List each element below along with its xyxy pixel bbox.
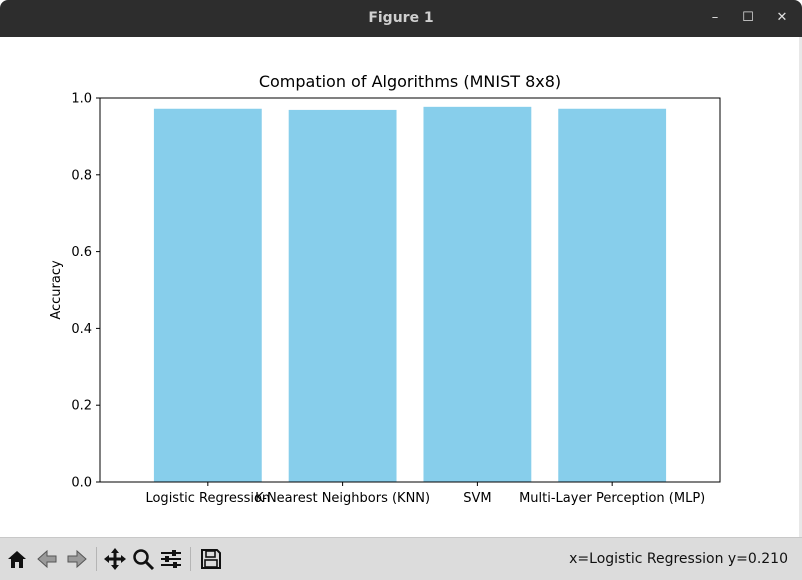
home-button[interactable] [4, 546, 30, 572]
window-edge [799, 37, 802, 537]
y-tick-label: 0.2 [71, 399, 92, 414]
back-button[interactable] [34, 546, 60, 572]
plot-frame [99, 97, 721, 483]
x-tick-label: Multi-Layer Perception (MLP) [519, 491, 705, 506]
chart-title: Compation of Algorithms (MNIST 8x8) [259, 72, 561, 91]
forward-button[interactable] [64, 546, 90, 572]
save-button[interactable] [198, 546, 224, 572]
back-arrow-icon [37, 549, 57, 569]
y-axis-label: Accuracy [49, 260, 64, 320]
zoom-button[interactable] [130, 546, 156, 572]
y-tick-label: 0.0 [71, 476, 92, 491]
home-icon [8, 551, 26, 568]
x-tick-label: K-Nearest Neighbors (KNN) [255, 491, 430, 506]
y-tick-label: 0.6 [71, 245, 92, 260]
save-icon [201, 549, 221, 569]
zoom-icon [133, 549, 155, 571]
window-title: Figure 1 [368, 10, 434, 26]
pan-button[interactable] [102, 546, 128, 572]
toolbar-separator [96, 547, 97, 571]
y-tick-label: 0.4 [71, 322, 92, 337]
figure-canvas[interactable]: Logistic Regression K-Nearest Neighbors (… [0, 37, 802, 537]
bar [423, 106, 532, 482]
bar [288, 109, 397, 483]
maximize-button[interactable]: ☐ [742, 10, 754, 25]
configure-subplots-button[interactable] [158, 546, 184, 572]
toolbar-separator [190, 547, 191, 571]
bar [153, 108, 262, 482]
x-tick-label: SVM [463, 491, 491, 506]
navigation-toolbar: x=Logistic Regression y=0.210 [0, 537, 802, 580]
cursor-coordinates-readout: x=Logistic Regression y=0.210 [569, 551, 788, 567]
minimize-button[interactable]: – [711, 10, 719, 25]
configure-subplots-icon [161, 550, 181, 568]
bar [558, 108, 667, 482]
close-button[interactable]: ✕ [776, 10, 788, 25]
window-titlebar: Figure 1 – ☐ ✕ [0, 0, 802, 37]
forward-arrow-icon [67, 549, 87, 569]
x-tick-label: Logistic Regression [145, 491, 270, 506]
pan-icon [104, 548, 126, 570]
y-tick-label: 1.0 [71, 92, 92, 107]
y-tick-label: 0.8 [71, 168, 92, 183]
